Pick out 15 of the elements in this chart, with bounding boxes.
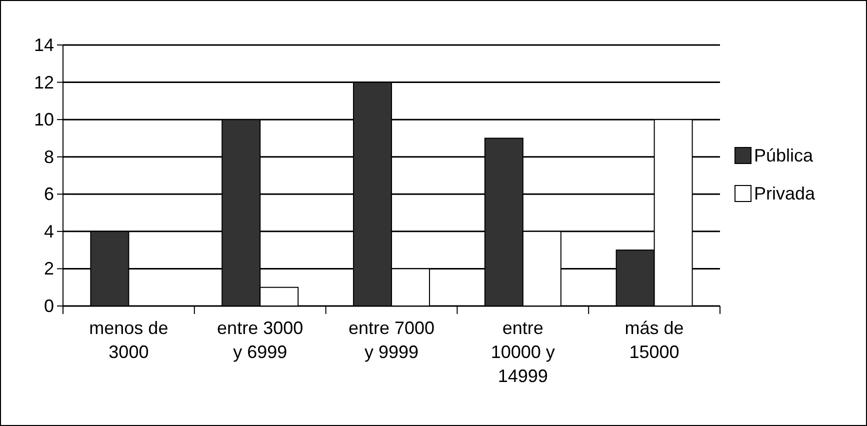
y-tick-label: 2 [44, 258, 54, 279]
y-tick-label: 4 [44, 221, 54, 242]
x-tick-label: entre 10000 y 14999 [490, 318, 555, 386]
x-tick-label: menos de 3000 [89, 318, 168, 362]
legend-label: Pública [754, 146, 814, 166]
y-tick-label: 6 [44, 184, 54, 204]
y-tick-label: 14 [34, 35, 54, 55]
y-tick-label: 10 [34, 110, 54, 130]
x-tick-label: entre 3000 y 6999 [217, 318, 304, 362]
y-tick-label: 0 [44, 296, 54, 316]
y-tick-label: 12 [34, 72, 54, 92]
legend-label: Privada [754, 184, 816, 204]
x-tick-label: más de 15000 [624, 318, 684, 362]
y-tick-label: 8 [44, 146, 54, 167]
x-tick-label: entre 7000 y 9999 [348, 318, 435, 362]
